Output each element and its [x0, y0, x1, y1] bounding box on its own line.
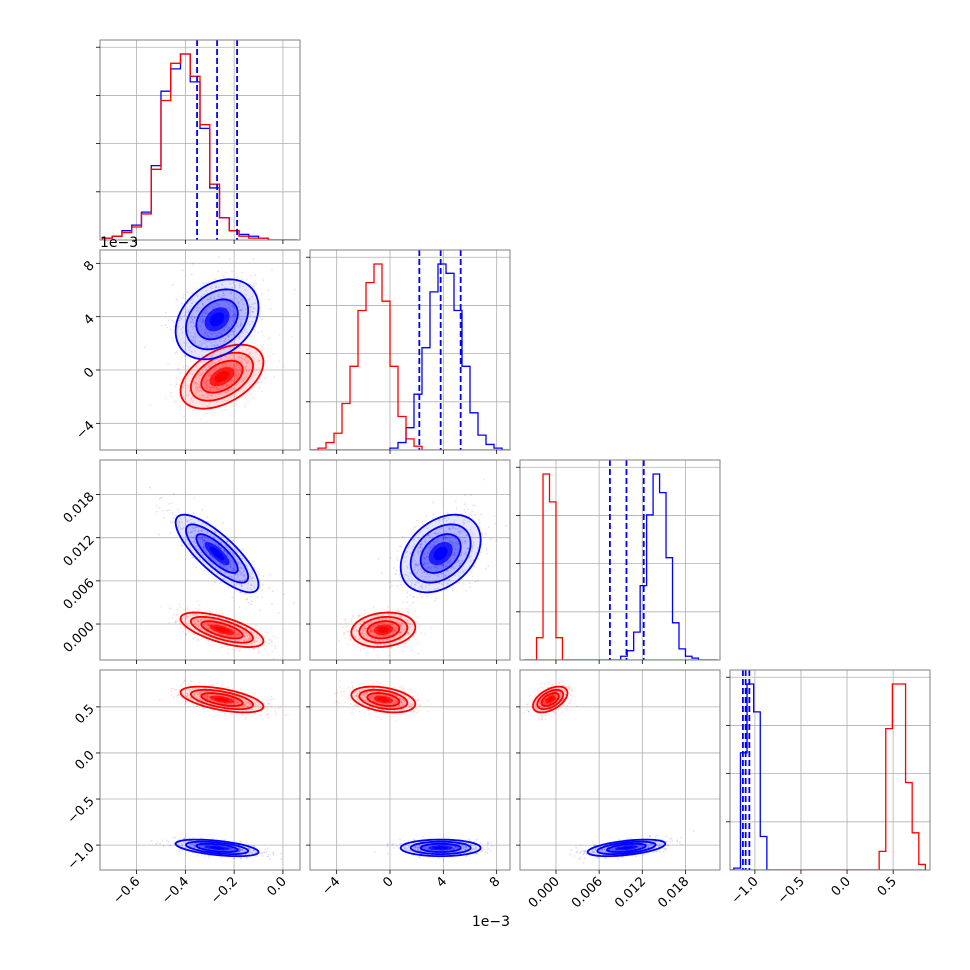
red-series-histogram: [730, 683, 927, 870]
blue-series-histogram: [523, 473, 718, 660]
panel-frame-2-2: [519, 459, 721, 661]
blue-series-histogram: [310, 263, 510, 450]
panel-frame-2-1: [309, 459, 511, 661]
red-series-histogram: [523, 473, 718, 660]
red-series-histogram: [310, 263, 510, 450]
panel-frame-3-0: [99, 669, 301, 871]
y-offset-label: 1e−3: [100, 235, 138, 251]
x-tick-label: 0.006: [569, 874, 606, 911]
gridlines: [310, 250, 510, 450]
red-series-samples: [160, 600, 278, 660]
x-tick-label: 0.018: [655, 874, 692, 911]
red-series-samples: [149, 330, 300, 420]
x-tick-label: 4: [434, 874, 450, 890]
x-tick-label: 0.000: [526, 874, 563, 911]
panel-frame-2-0: [99, 459, 301, 661]
y-tick-label: 0.018: [61, 490, 98, 527]
y-tick-label: −0.5: [65, 794, 98, 827]
blue-series-samples: [373, 835, 493, 862]
x-tick-label: −0.6: [110, 874, 143, 907]
x-tick-label: 0.5: [875, 874, 900, 899]
x-tick-label: −1.0: [729, 874, 762, 907]
panel-frame-3-3: [729, 669, 931, 871]
blue-series-samples: [569, 830, 695, 864]
panel-frame-1-0: [99, 249, 301, 451]
y-tick-label: −4: [73, 418, 97, 442]
x-tick-label: 0.0: [829, 874, 854, 899]
x-tick-label: 0: [380, 874, 396, 890]
gridlines: [730, 670, 930, 870]
blue-series-samples: [377, 478, 508, 604]
y-tick-label: 0.006: [61, 576, 98, 613]
y-tick-label: 0: [81, 365, 97, 381]
y-tick-label: 0.5: [72, 702, 97, 727]
red-series-samples: [338, 604, 432, 657]
x-tick-label: −0.5: [775, 874, 808, 907]
red-series-samples: [334, 679, 429, 722]
panel-frame-0-0: [99, 39, 301, 241]
panel-frame-3-1: [309, 669, 511, 871]
panel-frame-3-2: [519, 669, 721, 871]
x-tick-label: 0.012: [612, 874, 649, 911]
panel-frame-1-1: [309, 249, 511, 451]
y-tick-label: 0.012: [61, 533, 98, 570]
red-series-histogram: [101, 53, 298, 240]
gridlines: [100, 40, 300, 240]
blue-series-samples: [150, 836, 283, 861]
blue-series-samples: [143, 256, 297, 374]
red-series-samples: [522, 677, 578, 721]
y-tick-label: −1.0: [65, 840, 98, 873]
y-tick-label: 4: [81, 312, 97, 328]
x-tick-label: −0.2: [208, 874, 241, 907]
x-tick-label: 0.0: [265, 874, 290, 899]
y-tick-label: 0.000: [61, 619, 98, 656]
x-tick-label: 8: [487, 874, 503, 890]
y-tick-label: 0.0: [72, 748, 97, 773]
gridlines: [100, 670, 300, 870]
x-tick-label: −0.4: [159, 874, 192, 907]
red-series-samples: [159, 679, 290, 721]
gridlines: [310, 460, 510, 660]
blue-series-histogram: [730, 683, 926, 870]
y-tick-label: 8: [81, 258, 97, 274]
x-tick-label: −4: [319, 874, 343, 898]
x-offset-label: 1e−3: [472, 914, 510, 930]
blue-series-samples: [149, 486, 295, 614]
